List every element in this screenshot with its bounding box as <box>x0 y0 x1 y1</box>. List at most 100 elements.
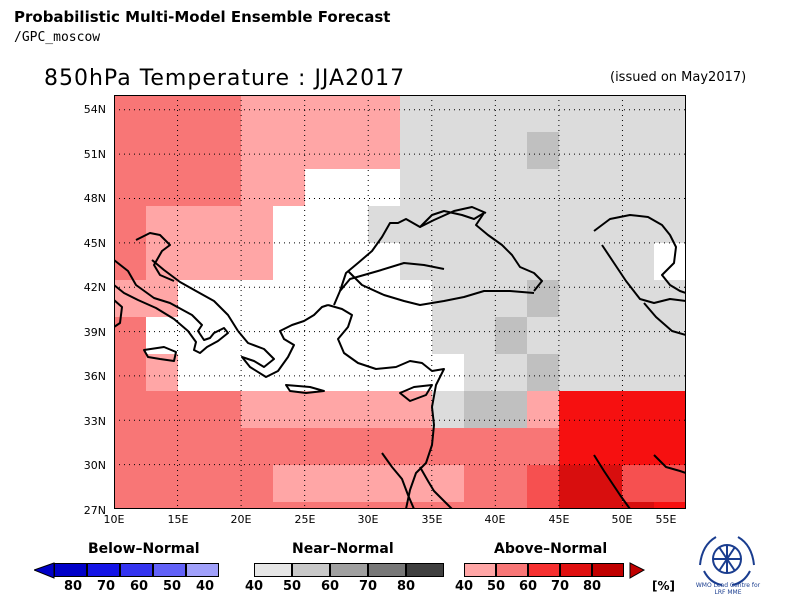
grid-cell <box>272 279 306 318</box>
grid-cell <box>336 501 369 510</box>
legend-near-label: 40 <box>244 579 264 594</box>
grid-cell <box>209 205 242 244</box>
grid-cell <box>304 205 337 244</box>
grid-cell <box>622 95 655 133</box>
lat-label: 51N <box>83 148 106 161</box>
grid-cell <box>495 501 528 510</box>
grid-cell <box>431 464 465 503</box>
grid-cell <box>622 316 655 355</box>
grid-cell <box>241 427 274 466</box>
product-title: Probabilistic Multi-Model Ensemble Forec… <box>14 8 391 26</box>
grid-cell <box>209 279 242 318</box>
caspian-west-coast <box>601 244 686 304</box>
legend-below-swatch <box>120 563 153 577</box>
legend-above-swatch <box>528 563 560 577</box>
grid-cell <box>654 168 687 207</box>
grid-cell <box>654 353 687 392</box>
legend-bars <box>34 562 646 579</box>
legend-near-swatch <box>330 563 368 577</box>
grid-cell <box>622 427 655 466</box>
grid-cell <box>368 427 401 466</box>
grid-cell <box>145 427 179 466</box>
legend-near-swatch <box>368 563 406 577</box>
grid-cell <box>241 316 274 355</box>
grid-cell <box>590 242 623 281</box>
grid-cell <box>622 390 655 429</box>
grid-cell <box>336 390 369 429</box>
lon-label: 10E <box>103 513 125 526</box>
sicily <box>143 346 177 362</box>
grid-cell <box>241 168 274 207</box>
sardinia <box>114 299 123 328</box>
grid-cell <box>654 390 687 429</box>
grid-cell <box>590 464 623 503</box>
grid-cell <box>145 390 179 429</box>
grid-cell <box>241 95 274 133</box>
grid-cell <box>463 279 496 318</box>
grid-cell <box>336 168 369 207</box>
grid-cell <box>114 501 147 510</box>
legend-below-label: 70 <box>96 579 116 594</box>
grid-cell <box>495 279 528 318</box>
grid-cell <box>654 131 687 170</box>
grid-cell <box>463 95 496 133</box>
grid-cell <box>209 427 242 466</box>
grid-cell <box>654 95 687 133</box>
crete <box>285 384 325 394</box>
lon-label: 15E <box>167 513 189 526</box>
grid-cell <box>527 464 560 503</box>
grid-cell <box>590 205 623 244</box>
grid-cell <box>558 427 592 466</box>
grid-cell <box>368 95 401 133</box>
grid-cell <box>558 390 592 429</box>
grid-cell <box>177 205 210 244</box>
legend-unit: [%] <box>652 579 675 593</box>
grid-cell <box>400 242 433 281</box>
grid-cell <box>590 390 623 429</box>
coastlines <box>114 206 686 509</box>
lon-label: 40E <box>484 513 506 526</box>
grid-cell <box>654 427 687 466</box>
grid-cell <box>527 316 560 355</box>
grid-cell <box>272 427 306 466</box>
lon-label: 30E <box>357 513 379 526</box>
lon-label: 25E <box>294 513 316 526</box>
grid-cell <box>177 95 210 133</box>
legend-above-swatch <box>496 563 528 577</box>
grid-cell <box>495 168 528 207</box>
grid-cell <box>368 353 401 392</box>
grid-cell <box>368 131 401 170</box>
grid-cell <box>114 427 147 466</box>
grid-cell <box>527 390 560 429</box>
grid-cell <box>622 131 655 170</box>
grid-cell <box>209 131 242 170</box>
grid-cell <box>336 131 369 170</box>
grid-cell <box>177 501 210 510</box>
grid-cell <box>368 205 401 244</box>
grid-cell <box>209 95 242 133</box>
grid-cell <box>622 205 655 244</box>
grid-cell <box>145 501 179 510</box>
grid-cell <box>590 501 623 510</box>
lat-label: 27N <box>83 504 106 517</box>
grid-cell <box>590 168 623 207</box>
adriatic-east-coast <box>151 259 239 332</box>
grid-cell <box>431 242 465 281</box>
grid-cell <box>400 168 433 207</box>
grid-cell <box>495 427 528 466</box>
lat-label: 48N <box>83 192 106 205</box>
grid-cell <box>400 501 433 510</box>
grid-cell <box>177 353 210 392</box>
lon-label: 20E <box>230 513 252 526</box>
grid-cell <box>463 316 496 355</box>
grid-cell <box>177 131 210 170</box>
map-overlay <box>114 95 686 509</box>
lat-label: 36N <box>83 370 106 383</box>
grid-cell <box>272 464 306 503</box>
caspian-coast <box>593 214 686 294</box>
issued-date: (issued on May2017) <box>610 70 747 85</box>
grid-cell <box>558 316 592 355</box>
grid-cell <box>368 316 401 355</box>
grid-cell <box>114 279 147 318</box>
legend-near-label: 80 <box>396 579 416 594</box>
